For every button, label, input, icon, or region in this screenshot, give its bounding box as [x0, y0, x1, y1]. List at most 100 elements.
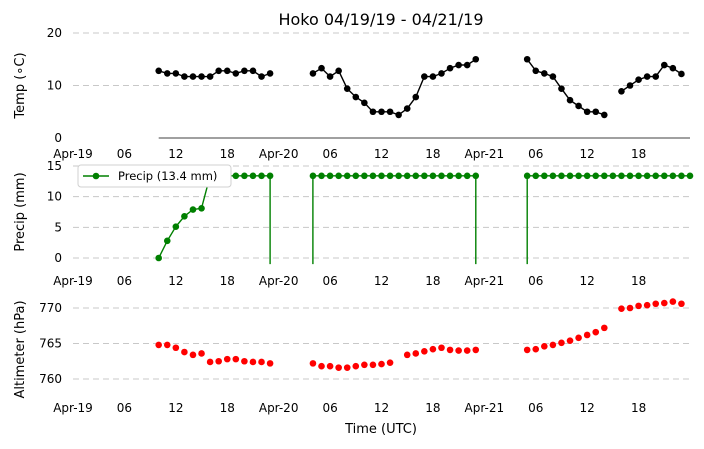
data-point — [352, 93, 360, 101]
data-point — [403, 172, 411, 180]
data-point — [635, 76, 642, 84]
data-point — [455, 172, 462, 180]
x-tick-label: 06 — [528, 147, 543, 161]
data-point — [575, 334, 582, 342]
data-point — [318, 64, 325, 72]
data-point — [558, 85, 565, 92]
data-point — [266, 172, 274, 180]
data-point — [241, 357, 248, 365]
x-tick-label: 06 — [322, 401, 337, 415]
x-tick-label: 18 — [631, 147, 646, 161]
data-point — [241, 67, 248, 75]
x-tick-label: 06 — [117, 274, 132, 288]
data-point — [429, 345, 437, 353]
data-point — [155, 341, 162, 349]
data-point — [652, 172, 660, 180]
data-point — [215, 67, 222, 75]
data-point — [386, 108, 394, 116]
data-point — [592, 328, 600, 336]
x-tick-label: 12 — [168, 274, 183, 288]
data-point — [378, 360, 385, 368]
data-point — [669, 64, 677, 72]
data-point — [198, 73, 205, 80]
y-axis-label: Precip (mm) — [13, 172, 28, 251]
data-point — [523, 346, 531, 354]
series-line — [526, 175, 690, 265]
data-point — [309, 70, 317, 77]
data-point — [206, 73, 214, 80]
data-point — [258, 358, 265, 366]
data-point — [172, 223, 180, 231]
data-point — [266, 360, 274, 367]
data-point — [618, 87, 625, 95]
data-point — [309, 360, 317, 367]
panel-1: 0 10 20 Temp (∘C) Apr-19 06 12 18 Apr-20 06 12 18 Ap… — [13, 26, 690, 161]
data-point — [541, 343, 548, 350]
data-point — [343, 85, 351, 92]
data-point — [258, 172, 265, 180]
data-point — [523, 55, 531, 63]
data-point — [163, 237, 171, 245]
data-point — [541, 172, 548, 180]
data-point — [335, 67, 342, 75]
data-point — [163, 341, 171, 349]
data-point — [678, 172, 685, 180]
data-point — [378, 172, 385, 180]
data-point — [403, 351, 411, 359]
y-tick-label: 20 — [47, 26, 62, 40]
data-point — [318, 362, 325, 370]
x-tick-label: 06 — [117, 401, 132, 415]
data-point — [626, 304, 634, 312]
data-point — [309, 172, 317, 180]
data-point — [429, 73, 437, 80]
data-point — [618, 305, 625, 313]
y-tick-label: 765 — [39, 337, 62, 351]
data-point — [549, 172, 557, 180]
x-tick-label: Apr-19 — [53, 274, 93, 288]
data-point — [232, 355, 240, 363]
series-line — [526, 58, 605, 116]
data-point — [575, 172, 582, 180]
data-point — [335, 172, 342, 180]
data-point — [403, 105, 411, 112]
data-point — [352, 172, 360, 180]
legend-box — [77, 164, 232, 188]
data-point — [215, 357, 222, 365]
data-point — [181, 73, 188, 80]
data-point — [369, 172, 377, 180]
x-tick-label: 18 — [220, 274, 235, 288]
data-point — [386, 359, 394, 366]
data-point — [532, 345, 540, 353]
x-tick-label: 18 — [220, 401, 235, 415]
data-point — [198, 350, 205, 357]
x-tick-label: 12 — [580, 401, 595, 415]
data-point — [198, 205, 205, 212]
data-point — [541, 70, 548, 77]
data-point — [446, 64, 454, 72]
data-point — [686, 172, 694, 180]
data-point — [660, 61, 668, 69]
data-point — [352, 362, 360, 370]
data-point — [172, 344, 180, 352]
data-point — [189, 206, 197, 213]
data-point — [583, 108, 591, 116]
data-point — [652, 300, 660, 308]
data-point — [446, 172, 454, 180]
x-tick-label: 18 — [220, 147, 235, 161]
y-tick-label: 760 — [39, 372, 62, 386]
data-point — [412, 93, 420, 101]
data-point — [223, 67, 231, 75]
data-point — [626, 82, 634, 89]
data-point — [438, 344, 445, 352]
data-point — [660, 299, 668, 307]
data-point — [635, 172, 642, 180]
data-point — [463, 61, 471, 69]
data-point — [626, 172, 634, 180]
data-point — [566, 96, 574, 104]
data-point — [463, 172, 471, 180]
data-point — [258, 73, 265, 80]
data-point — [343, 172, 351, 180]
data-point — [395, 111, 402, 119]
data-point — [472, 55, 480, 63]
